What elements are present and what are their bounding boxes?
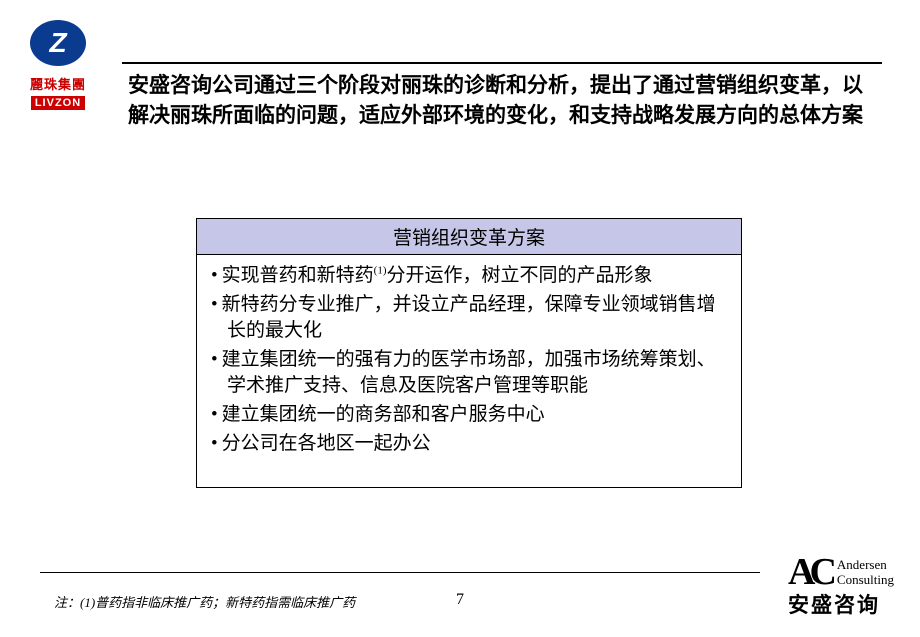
andersen-logo-top: AC Andersen Consulting <box>788 557 894 587</box>
logo-letter: Z <box>49 27 66 59</box>
andersen-mark: AC <box>788 557 831 587</box>
slide-title-block: 安盛咨询公司通过三个阶段对丽珠的诊断和分析，提出了通过营销组织变革，以解决丽珠所… <box>128 62 868 131</box>
andersen-english: Andersen Consulting <box>837 558 894 587</box>
logo-text-english: LIVZON <box>31 96 85 110</box>
list-item: 实现普药和新特药(1)分开运作，树立不同的产品形象 <box>211 263 727 290</box>
list-item: 建立集团统一的强有力的医学市场部，加强市场统筹策划、学术推广支持、信息及医院客户… <box>211 347 727 400</box>
andersen-en-line2: Consulting <box>837 573 894 587</box>
page-number: 7 <box>456 591 464 609</box>
content-box: 营销组织变革方案 实现普药和新特药(1)分开运作，树立不同的产品形象 新特药分专… <box>196 218 742 488</box>
list-item-text: 实现普药和新特药(1)分开运作，树立不同的产品形象 <box>222 265 653 286</box>
andersen-logo: AC Andersen Consulting 安盛咨询 <box>788 557 894 619</box>
logo-mark-bg: Z <box>30 20 86 66</box>
list-item: 新特药分专业推广，并设立产品经理，保障专业领域销售增长的最大化 <box>211 292 727 345</box>
box-body: 实现普药和新特药(1)分开运作，树立不同的产品形象 新特药分专业推广，并设立产品… <box>197 255 741 487</box>
andersen-chinese: 安盛咨询 <box>788 589 894 619</box>
list-item: 建立集团统一的商务部和客户服务中心 <box>211 402 727 429</box>
logo-text-chinese: 麗珠集團 <box>18 74 98 93</box>
andersen-en-line1: Andersen <box>837 558 894 572</box>
list-item: 分公司在各地区一起办公 <box>211 431 727 458</box>
logo-mark-circle: Z <box>23 14 93 72</box>
box-header: 营销组织变革方案 <box>197 219 741 255</box>
slide-title: 安盛咨询公司通过三个阶段对丽珠的诊断和分析，提出了通过营销组织变革，以解决丽珠所… <box>128 70 868 131</box>
company-logo: Z 麗珠集團 LIVZON <box>18 14 98 111</box>
bullet-list: 实现普药和新特药(1)分开运作，树立不同的产品形象 新特药分专业推广，并设立产品… <box>211 263 727 457</box>
footnote: 注：(1)普药指非临床推广药；新特药指需临床推广药 <box>54 592 355 611</box>
footer-rule <box>40 572 760 573</box>
title-rule <box>122 62 882 64</box>
